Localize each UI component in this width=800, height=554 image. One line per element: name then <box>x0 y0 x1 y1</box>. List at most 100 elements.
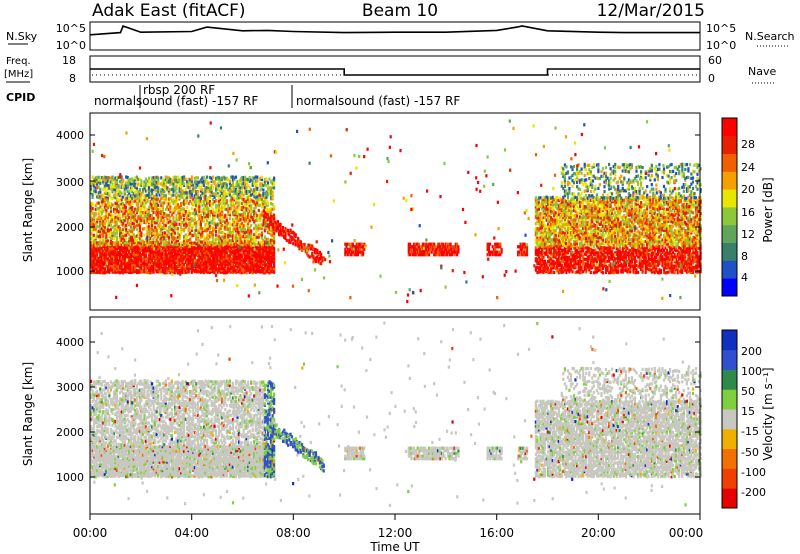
heatmap-cell <box>157 178 160 182</box>
heatmap-cell <box>187 266 190 270</box>
heatmap-cell <box>201 230 204 234</box>
heatmap-cell <box>117 189 120 193</box>
heatmap-cell <box>207 243 210 247</box>
heatmap-cell <box>119 264 122 268</box>
heatmap-cell <box>163 271 166 275</box>
heatmap-cell <box>106 219 109 223</box>
heatmap-cell <box>97 266 100 271</box>
heatmap-cell <box>138 257 141 261</box>
heatmap-cell <box>129 270 132 274</box>
heatmap-cell <box>151 217 154 221</box>
heatmap-cell <box>183 262 186 267</box>
heatmap-cell <box>210 245 213 249</box>
heatmap-cell <box>126 253 129 257</box>
heatmap-cell <box>167 205 170 209</box>
heatmap-cell <box>173 241 177 245</box>
heatmap-cell <box>149 260 152 264</box>
heatmap-cell <box>154 247 157 251</box>
heatmap-cell <box>170 187 173 191</box>
heatmap-cell <box>117 264 120 268</box>
heatmap-cell <box>500 247 503 251</box>
heatmap-cell <box>151 240 154 244</box>
heatmap-cell <box>196 230 199 234</box>
heatmap-cell <box>117 175 120 180</box>
heatmap-cell <box>198 265 201 269</box>
heatmap-cell <box>155 231 158 235</box>
heatmap-cell <box>155 195 158 199</box>
heatmap-cell <box>196 180 199 184</box>
heatmap-cell <box>114 215 117 219</box>
heatmap-cell <box>149 256 152 261</box>
heatmap-cell <box>193 211 196 215</box>
heatmap-cell <box>417 242 421 246</box>
heatmap-cell <box>102 222 105 226</box>
heatmap-cell <box>273 176 276 180</box>
heatmap-cell <box>102 260 105 264</box>
heatmap-cell <box>123 264 126 268</box>
heatmap-cell <box>109 204 112 208</box>
heatmap-cell <box>135 197 138 201</box>
heatmap-cell <box>96 263 99 267</box>
heatmap-cell <box>204 251 207 255</box>
heatmap-cell <box>205 241 209 245</box>
heatmap-cell <box>109 223 112 227</box>
heatmap-cell <box>187 217 190 221</box>
heatmap-cell <box>187 229 190 233</box>
heatmap-cell <box>117 250 120 254</box>
heatmap-cell <box>129 255 132 259</box>
heatmap-cell <box>144 194 148 198</box>
heatmap-cell <box>128 179 131 183</box>
heatmap-cell <box>134 199 137 203</box>
heatmap-cell <box>158 226 161 231</box>
heatmap-cell <box>172 175 175 179</box>
heatmap-cell <box>146 227 149 231</box>
heatmap-cell <box>178 269 181 273</box>
heatmap-cell <box>109 268 112 272</box>
heatmap-cell <box>149 205 152 209</box>
heatmap-cell <box>106 197 109 201</box>
heatmap-cell <box>227 203 230 207</box>
heatmap-cell <box>180 184 183 188</box>
heatmap-cell <box>100 262 103 266</box>
heatmap-cell <box>108 244 111 248</box>
heatmap-cell <box>135 241 138 245</box>
heatmap-cell <box>149 213 152 218</box>
heatmap-cell <box>183 199 186 203</box>
heatmap-cell <box>99 245 102 249</box>
heatmap-cell <box>94 259 97 263</box>
heatmap-cell <box>176 211 180 215</box>
heatmap-cell <box>176 229 180 233</box>
heatmap-cell <box>184 245 187 249</box>
heatmap-cell <box>160 251 163 255</box>
heatmap-cell <box>94 243 97 247</box>
heatmap-cell <box>152 204 155 208</box>
heatmap-cell <box>213 268 216 272</box>
heatmap-cell <box>146 231 149 235</box>
heatmap-cell <box>207 190 210 194</box>
heatmap-cell <box>140 253 143 257</box>
heatmap-cell <box>155 261 158 265</box>
heatmap-cell <box>184 266 187 270</box>
heatmap-cell <box>205 257 209 261</box>
heatmap-cell <box>164 226 167 230</box>
heatmap-cell <box>186 241 189 245</box>
heatmap-cell <box>199 249 202 253</box>
heatmap-cell <box>119 190 122 194</box>
heatmap-cell <box>154 203 157 207</box>
heatmap-cell <box>102 244 105 249</box>
heatmap-cell <box>143 196 146 200</box>
heatmap-cell <box>199 199 202 203</box>
heatmap-cell <box>119 231 122 235</box>
heatmap-cell <box>210 232 213 236</box>
heatmap-cell <box>208 242 212 246</box>
heatmap-cell <box>144 214 148 219</box>
heatmap-cell <box>151 190 154 194</box>
heatmap-cell <box>169 202 172 206</box>
heatmap-cell <box>210 246 213 250</box>
heatmap-cell <box>131 182 134 186</box>
heatmap-cell <box>111 265 114 269</box>
heatmap-cell <box>119 261 122 265</box>
heatmap-cell <box>158 257 161 261</box>
heatmap-cell <box>96 180 99 184</box>
heatmap-cell <box>160 270 163 274</box>
